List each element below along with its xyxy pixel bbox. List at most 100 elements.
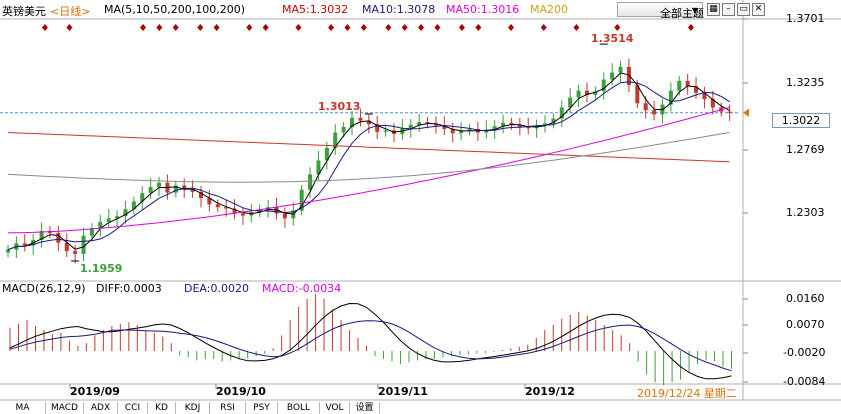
event-diamond-icon — [614, 24, 621, 31]
event-diamond-icon — [434, 24, 441, 31]
macd-tick: 0.0160 — [786, 292, 825, 305]
tab-rsi[interactable]: RSI — [210, 402, 246, 414]
current-price-pointer — [743, 108, 749, 117]
candle-body — [333, 132, 338, 148]
candle-body — [584, 90, 589, 95]
price-tick: 1.3235 — [786, 76, 825, 89]
close-icon[interactable]: ✕ — [752, 3, 765, 16]
candle-body — [350, 117, 355, 127]
candle-body — [299, 189, 304, 211]
candle-body — [131, 201, 136, 210]
current-price-tag: 1.3022 — [772, 113, 830, 128]
period-label[interactable]: <日线> — [50, 5, 91, 18]
candle-body — [618, 66, 623, 73]
macd-value: MACD:-0.0034 — [262, 282, 342, 295]
macd-tick: -0.0084 — [783, 375, 826, 388]
candle-body — [316, 160, 321, 175]
ma50-line — [7, 106, 730, 234]
candle-body — [652, 110, 657, 115]
tab-kdj[interactable]: KDJ — [176, 402, 210, 414]
minimize-icon[interactable]: – — [722, 3, 735, 16]
event-diamond-icon — [344, 24, 351, 31]
ma200-red-line — [7, 132, 730, 163]
theme-dropdown[interactable]: 全部主题 ▼ — [617, 2, 704, 20]
candle-body — [232, 208, 237, 214]
candle-body — [668, 90, 673, 105]
candle-body — [543, 123, 548, 126]
tab-boll[interactable]: BOLL — [278, 402, 320, 414]
current-date-label: 2019/12/24 星期二 — [637, 387, 737, 400]
event-diamond-icon — [418, 24, 425, 31]
event-diamond-icon — [172, 24, 179, 31]
macd-dea: DEA:0.0020 — [184, 282, 249, 295]
tab-vol[interactable]: VOL — [320, 402, 350, 414]
candle-body — [643, 103, 648, 111]
tab-cci[interactable]: CCI — [118, 402, 148, 414]
candle-body — [433, 123, 438, 126]
candle-body — [459, 130, 464, 134]
macd-tick: 0.0070 — [786, 318, 825, 331]
candle-body — [182, 185, 187, 190]
candle-body — [215, 204, 220, 208]
ma10-value: MA10:1.3078 — [362, 3, 436, 16]
event-diamond-icon — [328, 24, 335, 31]
candle-body — [408, 124, 413, 129]
candle-body — [6, 249, 10, 253]
candle-body — [190, 189, 195, 192]
candle-body — [694, 86, 699, 93]
event-diamond-icon — [458, 24, 465, 31]
candle-body — [22, 243, 27, 246]
tab-kd[interactable]: KD — [148, 402, 176, 414]
candle-body — [551, 118, 556, 124]
tab-macd[interactable]: MACD — [46, 402, 84, 414]
candle-body — [89, 228, 94, 236]
candle-body — [324, 147, 329, 161]
date-tick: 2019/12 — [525, 385, 575, 398]
candle-body — [501, 122, 506, 127]
candle-body — [568, 97, 573, 108]
candle-body — [425, 122, 430, 124]
candle-body — [685, 80, 690, 87]
tab-adx[interactable]: ADX — [84, 402, 118, 414]
candle-body — [98, 221, 103, 229]
event-diamond-icon — [360, 24, 367, 31]
candle-body — [509, 122, 514, 125]
chart-icon[interactable]: ▦ — [707, 3, 720, 16]
tab-psy[interactable]: PSY — [246, 402, 278, 414]
event-diamond-icon — [156, 24, 163, 31]
candle-body — [626, 66, 631, 86]
candle-body — [517, 124, 522, 127]
candle-body — [198, 191, 203, 199]
symbol-title: 英镑美元 — [2, 5, 46, 18]
candle-body — [442, 125, 447, 130]
candle-body — [106, 218, 111, 222]
event-diamond-icon — [41, 24, 48, 31]
date-tick: 2019/09 — [70, 385, 120, 398]
event-diamond-icon — [401, 24, 408, 31]
candle-body — [282, 213, 287, 219]
event-diamond-icon — [246, 24, 253, 31]
candle-body — [81, 235, 86, 254]
candle-body — [64, 242, 69, 252]
candle-body — [115, 216, 120, 219]
tab-settings[interactable]: 设置 — [350, 402, 380, 414]
ma-params: MA(5,10,50,200,100,200) — [104, 3, 246, 16]
candle-body — [157, 182, 162, 187]
tab-ma[interactable]: MA — [0, 402, 46, 414]
candle-body — [308, 174, 313, 190]
candle-body — [358, 117, 363, 121]
candle-body — [526, 126, 531, 129]
macd-diff-line — [9, 302, 732, 380]
ma10-line — [7, 81, 730, 251]
ma200-label: MA200 — [530, 3, 569, 16]
event-diamond-icon — [385, 24, 392, 31]
macd-diff: DIFF:0.0003 — [96, 282, 162, 295]
restore-icon[interactable]: ▭ — [737, 3, 750, 16]
chevron-down-icon: ▼ — [691, 6, 698, 15]
event-diamond-icon — [475, 24, 482, 31]
ma5-value: MA5:1.3032 — [282, 3, 349, 16]
price-tick: 1.2303 — [786, 206, 825, 219]
mid-high-price-label: 1.3013 — [318, 100, 361, 113]
candle-body — [224, 207, 229, 209]
